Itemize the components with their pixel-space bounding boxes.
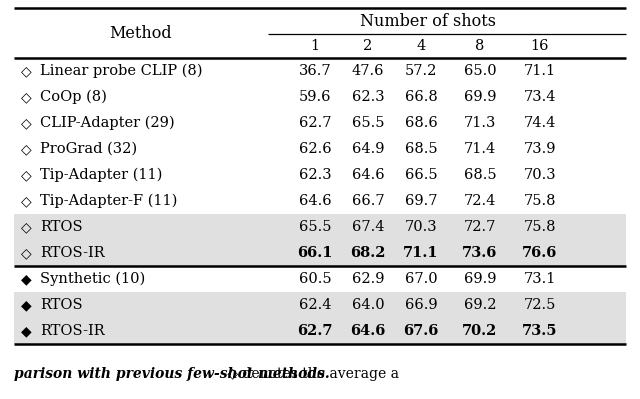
Text: ◆: ◆ (20, 272, 31, 286)
Text: 70.2: 70.2 (462, 324, 498, 338)
Text: ◇: ◇ (20, 64, 31, 78)
Text: 72.7: 72.7 (464, 220, 496, 234)
Text: 68.5: 68.5 (464, 168, 496, 182)
Text: 64.6: 64.6 (350, 324, 386, 338)
Text: 69.9: 69.9 (464, 90, 496, 104)
Text: 67.0: 67.0 (404, 272, 437, 286)
Text: 72.5: 72.5 (524, 298, 556, 312)
Text: RTOS: RTOS (40, 220, 83, 234)
Text: CoOp (8): CoOp (8) (40, 90, 107, 104)
Bar (14, 240, 626, 266)
Text: 47.6: 47.6 (352, 64, 384, 78)
Text: 73.6: 73.6 (462, 246, 498, 260)
Text: 62.3: 62.3 (352, 90, 384, 104)
Text: 64.6: 64.6 (299, 194, 332, 208)
Text: 66.8: 66.8 (404, 90, 437, 104)
Text: ◇: ◇ (20, 194, 31, 208)
Text: 73.9: 73.9 (524, 142, 556, 156)
Text: 4: 4 (417, 39, 426, 53)
Text: CLIP-Adapter (29): CLIP-Adapter (29) (40, 116, 175, 130)
Text: 64.9: 64.9 (352, 142, 384, 156)
Text: Linear probe CLIP (8): Linear probe CLIP (8) (40, 64, 202, 78)
Text: 69.7: 69.7 (404, 194, 437, 208)
Text: ◇: ◇ (20, 246, 31, 260)
Text: 62.6: 62.6 (299, 142, 332, 156)
Text: 62.3: 62.3 (299, 168, 332, 182)
Text: 70.3: 70.3 (404, 220, 437, 234)
Text: 60.5: 60.5 (299, 272, 332, 286)
Text: ◆: ◆ (20, 298, 31, 312)
Text: Tip-Adapter-F (11): Tip-Adapter-F (11) (40, 194, 177, 208)
Text: 62.9: 62.9 (352, 272, 384, 286)
Text: 66.5: 66.5 (404, 168, 437, 182)
Text: 1: 1 (310, 39, 319, 53)
Text: 73.4: 73.4 (524, 90, 556, 104)
Text: ◇: ◇ (20, 90, 31, 104)
Text: 62.7: 62.7 (299, 116, 332, 130)
Text: 70.3: 70.3 (524, 168, 556, 182)
Text: ◇: ◇ (20, 142, 31, 156)
Text: 68.5: 68.5 (404, 142, 437, 156)
Bar (14, 214, 626, 240)
Text: ProGrad (32): ProGrad (32) (40, 142, 137, 156)
Text: Tip-Adapter (11): Tip-Adapter (11) (40, 168, 163, 182)
Text: 71.3: 71.3 (464, 116, 496, 130)
Text: 66.7: 66.7 (352, 194, 384, 208)
Text: RTOS-IR: RTOS-IR (40, 324, 104, 338)
Text: 16: 16 (531, 39, 549, 53)
Text: ◇: ◇ (20, 116, 31, 130)
Text: 68.2: 68.2 (350, 246, 386, 260)
Text: RTOS-IR: RTOS-IR (40, 246, 104, 260)
Text: parison with previous few-shot methods.: parison with previous few-shot methods. (14, 367, 330, 381)
Text: 75.8: 75.8 (524, 194, 556, 208)
Text: RTOS: RTOS (40, 298, 83, 312)
Text: 64.6: 64.6 (352, 168, 384, 182)
Text: 65.5: 65.5 (352, 116, 384, 130)
Text: 64.0: 64.0 (352, 298, 384, 312)
Text: 71.1: 71.1 (524, 64, 556, 78)
Text: 67.6: 67.6 (403, 324, 438, 338)
Text: 67.4: 67.4 (352, 220, 384, 234)
Text: 76.6: 76.6 (522, 246, 557, 260)
Text: 57.2: 57.2 (405, 64, 437, 78)
Text: ◆: ◆ (20, 324, 31, 338)
Text: 2: 2 (364, 39, 372, 53)
Text: 59.6: 59.6 (299, 90, 332, 104)
Text: 69.9: 69.9 (464, 272, 496, 286)
Text: 69.2: 69.2 (464, 298, 496, 312)
Text: 72.4: 72.4 (464, 194, 496, 208)
Text: 73.1: 73.1 (524, 272, 556, 286)
Text: 68.6: 68.6 (404, 116, 437, 130)
Text: 8: 8 (476, 39, 484, 53)
Bar (14, 318, 626, 344)
Text: 73.5: 73.5 (522, 324, 557, 338)
Text: Synthetic (10): Synthetic (10) (40, 272, 145, 286)
Text: Number of shots: Number of shots (360, 12, 495, 30)
Text: 65.5: 65.5 (299, 220, 332, 234)
Text: 66.1: 66.1 (297, 246, 333, 260)
Text: 74.4: 74.4 (524, 116, 556, 130)
Bar (14, 292, 626, 318)
Text: 65.0: 65.0 (464, 64, 496, 78)
Text: 71.1: 71.1 (403, 246, 439, 260)
Text: 75.8: 75.8 (524, 220, 556, 234)
Text: 66.9: 66.9 (404, 298, 437, 312)
Text: 62.7: 62.7 (297, 324, 333, 338)
Text: ◇: ◇ (20, 220, 31, 234)
Text: Method: Method (109, 24, 172, 41)
Text: ◇ denotes the average a: ◇ denotes the average a (223, 367, 399, 381)
Text: 62.4: 62.4 (299, 298, 332, 312)
Text: 36.7: 36.7 (299, 64, 332, 78)
Text: 71.4: 71.4 (464, 142, 496, 156)
Text: ◇: ◇ (20, 168, 31, 182)
